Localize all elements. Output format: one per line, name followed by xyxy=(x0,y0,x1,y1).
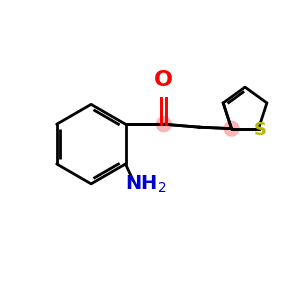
Circle shape xyxy=(157,117,171,132)
Circle shape xyxy=(224,121,239,136)
Text: O: O xyxy=(154,70,173,90)
Text: NH$_2$: NH$_2$ xyxy=(125,174,167,195)
Text: S: S xyxy=(254,121,266,139)
